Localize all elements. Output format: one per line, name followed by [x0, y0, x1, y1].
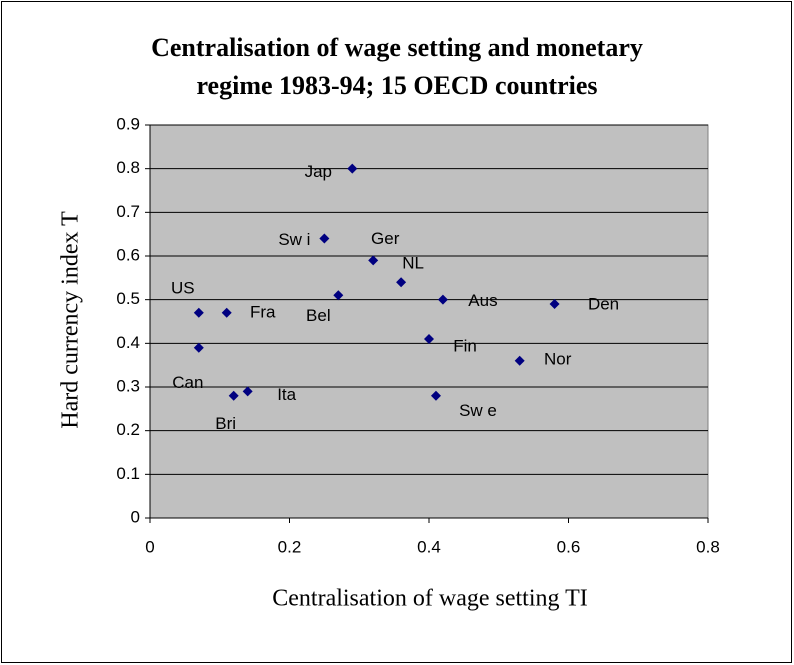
x-tick-label: 0.4: [417, 537, 441, 556]
y-tick-label: 0.2: [116, 420, 140, 439]
y-tick-label: 0.3: [116, 376, 140, 395]
point-label: Ger: [371, 229, 400, 248]
point-label: Fin: [453, 336, 477, 355]
y-tick-label: 0.5: [116, 289, 140, 308]
point: [333, 290, 344, 301]
y-tick-label: 0.9: [116, 114, 140, 133]
y-tick-label: 0.6: [116, 245, 140, 264]
point-label: Bel: [306, 306, 331, 325]
point: [193, 342, 204, 353]
y-axis-label: Hard currency index T: [58, 211, 84, 429]
point: [193, 307, 204, 318]
point: [549, 299, 560, 310]
point-label: Jap: [305, 162, 332, 181]
point-label: NL: [402, 254, 424, 273]
point-label: Sw e: [459, 401, 497, 420]
point-label: Bri: [215, 414, 236, 433]
point: [430, 390, 441, 401]
point-label: US: [171, 278, 195, 297]
plot-area: [149, 124, 709, 519]
point: [424, 333, 434, 344]
point: [221, 307, 232, 318]
point: [228, 390, 239, 401]
point-label: Ita: [277, 385, 296, 404]
point-label: Aus: [468, 291, 497, 310]
point: [514, 355, 525, 366]
y-tick-label: 0.7: [116, 202, 140, 221]
x-tick-label: 0.8: [696, 537, 720, 556]
point: [319, 233, 330, 244]
x-tick-label: 0.2: [278, 537, 302, 556]
point: [437, 294, 448, 305]
point-label: Sw i: [278, 230, 310, 249]
x-tick-label: 0.6: [557, 537, 581, 556]
chart-title: Centralisation of wage setting and monet…: [151, 33, 643, 100]
y-tick-label: 0: [131, 507, 140, 526]
point-label: Can: [172, 373, 203, 392]
point: [347, 163, 358, 174]
point-label: Fra: [250, 302, 276, 321]
y-tick-label: 0.4: [116, 333, 140, 352]
y-tick-label: 0.1: [116, 464, 140, 483]
point: [242, 386, 253, 397]
point: [368, 255, 379, 266]
point-label: Den: [588, 295, 619, 314]
x-axis-label: Centralisation of wage setting TI: [272, 586, 587, 612]
x-tick-label: 0: [145, 537, 154, 556]
point-label: Nor: [544, 349, 572, 368]
point: [396, 277, 407, 288]
y-tick-label: 0.8: [116, 158, 140, 177]
